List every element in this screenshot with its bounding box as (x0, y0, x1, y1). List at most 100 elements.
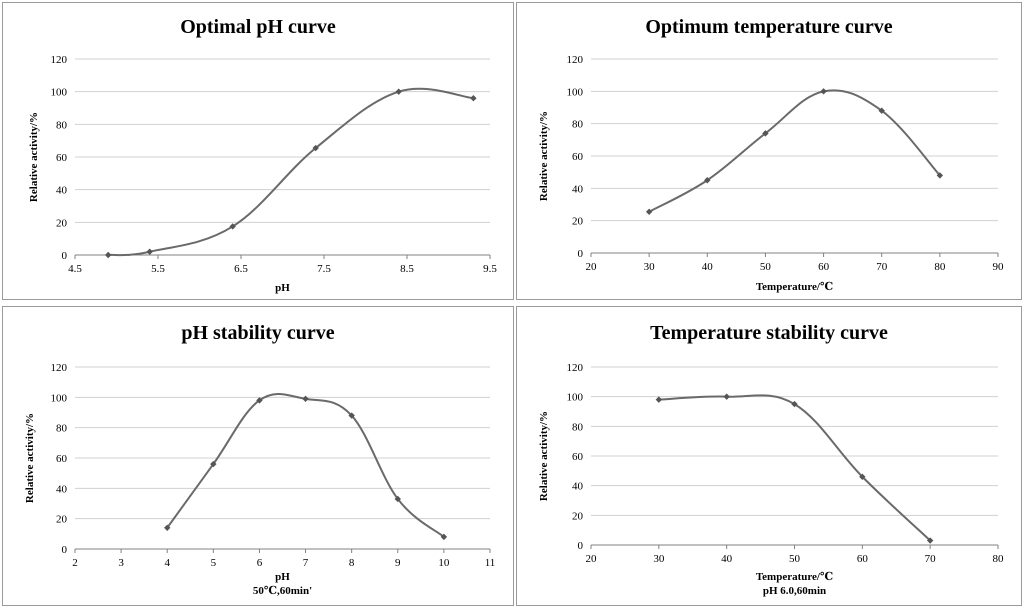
chart-ph-stability-svg: pH stability curve 0 20 40 60 80 100 120 2 3 4 5 6 7 8… (24, 322, 496, 597)
series-line (658, 394, 931, 542)
y-tick-label: 80 (572, 421, 584, 433)
x-axis-label: Temperature/℃ (756, 571, 833, 583)
x-tick-label: 6.5 (234, 263, 248, 275)
chart-title: Optimum temperature curve (645, 16, 892, 38)
y-tick-label: 40 (56, 185, 68, 197)
x-tick-label: 60 (818, 261, 830, 273)
data-point (395, 88, 402, 95)
x-tick-label: 80 (934, 261, 946, 273)
x-tick-label: 30 (644, 261, 656, 273)
x-tick-label: 11 (485, 557, 496, 569)
chart-optimal-ph-svg: Optimal pH curve 0 20 40 60 80 100 120 4.5 5.5 6.5… (28, 16, 497, 294)
y-axis-label: Relative activity/% (28, 112, 40, 202)
y-tick-label: 0 (62, 250, 68, 262)
data-point (791, 400, 798, 408)
x-tick-label: 80 (993, 553, 1005, 565)
y-tick-label: 0 (578, 540, 584, 552)
x-tick-label: 3 (118, 557, 124, 569)
y-axis-label: Relative activity/% (24, 413, 36, 503)
series-line (166, 393, 445, 538)
data-point (470, 95, 477, 102)
y-tick-label: 120 (567, 54, 584, 66)
y-tick-label: 60 (572, 151, 584, 163)
data-point (210, 460, 217, 468)
chart-title: Temperature stability curve (650, 322, 888, 344)
y-tick-label: 20 (572, 216, 584, 228)
y-tick-label: 40 (572, 183, 584, 195)
x-tick-label: 7 (303, 557, 309, 569)
data-point (348, 412, 355, 419)
data-point (146, 248, 153, 255)
y-tick-label: 40 (56, 483, 68, 495)
y-axis-label: Relative activity/% (538, 411, 550, 501)
x-tick-label: 5.5 (151, 263, 165, 275)
x-tick-label: 7.5 (317, 263, 331, 275)
data-point (105, 251, 112, 259)
x-tick-label: 60 (857, 553, 869, 565)
chart-optimum-temperature: Optimum temperature curve 0 20 40 60 80 100 120… (516, 2, 1022, 300)
x-tick-label: 8 (349, 557, 355, 569)
x-axis-sublabel: 50℃,60min' (253, 585, 312, 597)
x-tick-label: 4.5 (68, 263, 82, 275)
x-axis-label: pH (275, 571, 290, 583)
x-tick-label: 4 (164, 557, 170, 569)
data-point (820, 88, 827, 95)
y-tick-label: 60 (572, 451, 584, 463)
x-tick-label: 20 (586, 261, 598, 273)
y-tick-label: 120 (567, 362, 584, 374)
data-point (302, 395, 309, 403)
x-tick-label: 10 (438, 557, 450, 569)
data-point (256, 397, 263, 404)
y-tick-label: 100 (51, 392, 68, 404)
x-tick-label: 30 (653, 553, 665, 565)
x-tick-label: 6 (257, 557, 263, 569)
chart-title: pH stability curve (181, 322, 334, 344)
data-point (723, 393, 730, 400)
series-line (108, 87, 474, 257)
x-axis-label: pH (275, 282, 290, 294)
x-tick-label: 70 (925, 553, 937, 565)
y-tick-label: 100 (567, 86, 584, 98)
x-axis-sublabel: pH 6.0,60min (763, 585, 826, 597)
y-tick-label: 80 (56, 423, 68, 435)
x-tick-label: 9.5 (483, 263, 497, 275)
x-tick-label: 90 (993, 261, 1005, 273)
chart-title: Optimal pH curve (180, 16, 336, 38)
y-tick-label: 120 (51, 362, 68, 374)
chart-temperature-stability: Temperature stability curve 0 20 40 60 80 100 1… (516, 306, 1022, 606)
x-tick-label: 50 (760, 261, 772, 273)
x-tick-label: 2 (72, 557, 78, 569)
series-line (648, 89, 941, 213)
data-point (229, 223, 236, 230)
y-tick-label: 100 (567, 392, 584, 404)
y-tick-label: 0 (62, 544, 68, 556)
y-tick-label: 20 (56, 217, 68, 229)
x-tick-label: 70 (876, 261, 888, 273)
y-tick-label: 60 (56, 453, 68, 465)
x-tick-label: 20 (586, 553, 598, 565)
y-tick-label: 20 (572, 510, 584, 522)
x-tick-label: 50 (789, 553, 801, 565)
y-tick-label: 60 (56, 152, 68, 164)
x-axis-label: Temperature/℃ (756, 281, 833, 293)
data-point (394, 495, 401, 503)
chart-temperature-stability-svg: Temperature stability curve0204060801001… (538, 322, 1005, 597)
y-tick-label: 100 (51, 87, 68, 99)
chart-optimal-ph: Optimal pH curve 0 20 40 60 80 100 120 4.5 5.5 6.5… (2, 2, 514, 300)
x-tick-label: 5 (211, 557, 217, 569)
x-tick-label: 9 (395, 557, 401, 569)
y-tick-label: 0 (578, 248, 584, 260)
data-point (655, 396, 663, 403)
y-axis-label: Relative activity/% (538, 111, 550, 201)
x-tick-label: 8.5 (400, 263, 414, 275)
y-tick-label: 80 (56, 119, 68, 131)
x-tick-label: 40 (721, 553, 733, 565)
data-point (312, 144, 319, 152)
y-tick-label: 40 (572, 481, 584, 493)
y-tick-label: 120 (51, 54, 68, 66)
x-tick-label: 40 (702, 261, 714, 273)
y-tick-label: 20 (56, 514, 68, 526)
chart-optimum-temperature-svg: Optimum temperature curve020406080100120… (538, 16, 1005, 293)
y-tick-label: 80 (572, 119, 584, 131)
